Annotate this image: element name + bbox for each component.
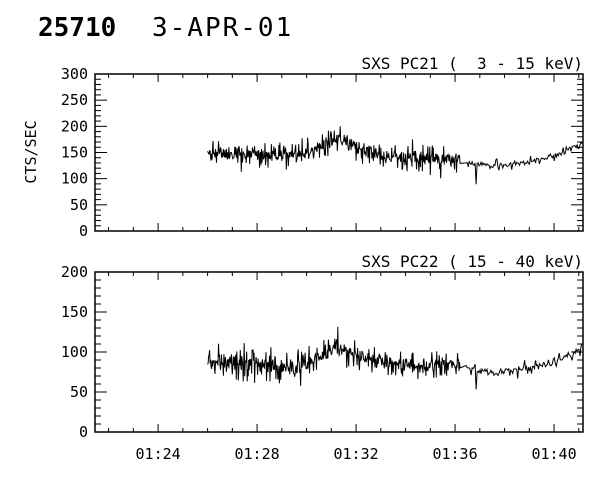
panel-pc22: 0 50 100 150 200 01:24 01:28 01:32 01:36 01:40	[61, 263, 584, 463]
y-tick-label: 100	[61, 343, 88, 361]
panel-pc22-title: SXS PC22 ( 15 - 40 keV)	[361, 252, 583, 271]
y-tick-label: 100	[61, 170, 88, 188]
y-tick-label: 50	[70, 196, 88, 214]
y-tick-label: 0	[79, 423, 88, 441]
y-tick-label: 300	[61, 65, 88, 83]
observation-id: 25710	[38, 13, 117, 43]
pc21-count-rate-line	[207, 126, 583, 185]
x-tick-label: 01:40	[531, 445, 576, 463]
y-tick-label: 200	[61, 263, 88, 281]
observation-date: 3-APR-01	[152, 13, 294, 43]
y-tick-label: 0	[79, 222, 88, 240]
y-tick-label: 250	[61, 91, 88, 109]
panel-pc21: 0 50 100 150 200 250 300	[61, 65, 584, 240]
x-tick-label: 01:24	[136, 445, 181, 463]
y-tick-label: 50	[70, 383, 88, 401]
x-tick-label: 01:28	[235, 445, 280, 463]
y-tick-label: 200	[61, 117, 88, 135]
y-axis-label: CTS/SEC	[22, 120, 40, 183]
plot-frame	[94, 73, 584, 232]
panel-pc21-title: SXS PC21 ( 3 - 15 keV)	[361, 54, 583, 73]
x-tick-label: 01:32	[333, 445, 378, 463]
x-tick-label: 01:36	[432, 445, 477, 463]
y-tick-label: 150	[61, 303, 88, 321]
pc22-count-rate-line	[207, 326, 583, 390]
y-tick-label: 150	[61, 144, 88, 162]
